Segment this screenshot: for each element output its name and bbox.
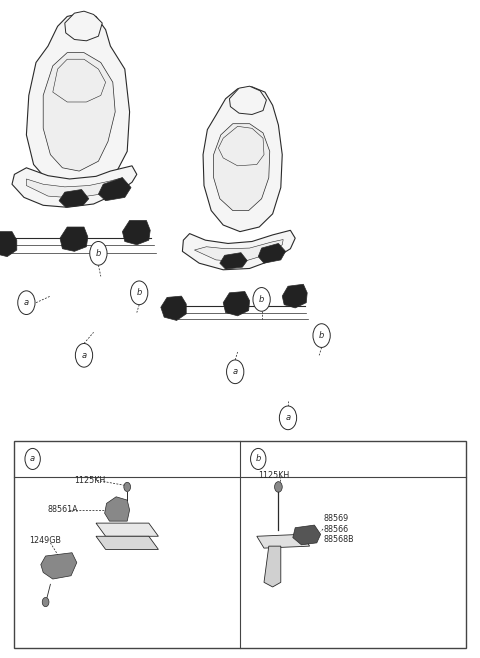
Circle shape — [227, 360, 244, 384]
Polygon shape — [218, 126, 264, 166]
Circle shape — [253, 288, 270, 311]
Text: a: a — [233, 367, 238, 376]
Text: 88566: 88566 — [324, 524, 349, 534]
Text: b: b — [96, 249, 101, 258]
FancyBboxPatch shape — [14, 441, 466, 648]
Polygon shape — [264, 546, 281, 587]
Polygon shape — [258, 243, 286, 263]
Polygon shape — [26, 178, 122, 198]
Polygon shape — [214, 124, 270, 211]
Text: 88568B: 88568B — [324, 535, 355, 544]
Text: b: b — [136, 288, 142, 297]
Polygon shape — [96, 523, 158, 536]
Polygon shape — [182, 230, 295, 270]
Polygon shape — [96, 536, 158, 549]
Polygon shape — [53, 59, 106, 102]
Polygon shape — [161, 296, 186, 320]
Text: a: a — [30, 455, 35, 463]
Text: b: b — [259, 295, 264, 304]
Polygon shape — [41, 553, 77, 579]
Text: a: a — [286, 413, 290, 422]
Polygon shape — [60, 227, 88, 251]
Circle shape — [131, 281, 148, 305]
Polygon shape — [194, 240, 283, 262]
Circle shape — [75, 343, 93, 367]
Polygon shape — [220, 253, 247, 269]
Text: 88561A: 88561A — [48, 505, 79, 515]
Circle shape — [313, 324, 330, 347]
Polygon shape — [26, 13, 130, 191]
Circle shape — [18, 291, 35, 315]
Polygon shape — [59, 190, 89, 207]
Polygon shape — [43, 53, 115, 171]
Polygon shape — [229, 86, 266, 114]
Circle shape — [275, 482, 282, 492]
Polygon shape — [223, 291, 250, 316]
Polygon shape — [257, 534, 310, 548]
Polygon shape — [203, 87, 282, 232]
Polygon shape — [12, 166, 137, 207]
Polygon shape — [282, 284, 307, 308]
Polygon shape — [293, 525, 321, 545]
Circle shape — [279, 406, 297, 430]
Polygon shape — [105, 497, 130, 521]
Text: 1125KH: 1125KH — [258, 470, 289, 480]
Circle shape — [42, 597, 49, 607]
Text: 88569: 88569 — [324, 514, 349, 523]
Text: 1125KH: 1125KH — [74, 476, 106, 485]
Polygon shape — [65, 11, 102, 41]
Polygon shape — [98, 178, 131, 201]
Circle shape — [90, 241, 107, 265]
Polygon shape — [122, 220, 150, 245]
Polygon shape — [0, 232, 17, 257]
Text: b: b — [255, 455, 261, 463]
Text: a: a — [82, 351, 86, 360]
Text: 1249GB: 1249GB — [29, 536, 61, 545]
Circle shape — [124, 482, 131, 492]
Text: a: a — [24, 298, 29, 307]
Text: b: b — [319, 331, 324, 340]
Circle shape — [25, 449, 40, 470]
Circle shape — [251, 449, 266, 470]
